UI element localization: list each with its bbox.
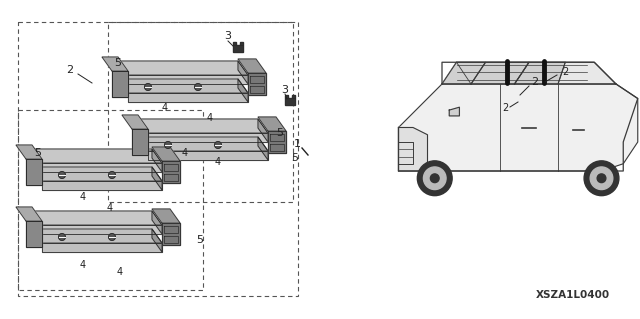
- Polygon shape: [250, 86, 264, 93]
- Polygon shape: [164, 236, 178, 243]
- Polygon shape: [128, 93, 248, 102]
- Circle shape: [164, 142, 172, 149]
- Polygon shape: [42, 243, 162, 252]
- Polygon shape: [42, 225, 162, 234]
- Text: 4: 4: [80, 260, 86, 270]
- Polygon shape: [42, 181, 162, 190]
- Polygon shape: [285, 95, 295, 105]
- Polygon shape: [32, 211, 162, 225]
- Polygon shape: [118, 61, 248, 75]
- Circle shape: [590, 167, 613, 189]
- Polygon shape: [399, 84, 637, 171]
- Bar: [108, 22, 293, 202]
- Polygon shape: [152, 229, 162, 252]
- Polygon shape: [128, 75, 248, 84]
- Polygon shape: [26, 221, 42, 247]
- Text: 4: 4: [182, 148, 188, 158]
- Polygon shape: [258, 117, 286, 131]
- Polygon shape: [102, 57, 128, 71]
- Text: 5: 5: [291, 153, 298, 163]
- Polygon shape: [148, 151, 268, 160]
- Text: 5: 5: [115, 58, 122, 68]
- Polygon shape: [258, 119, 268, 142]
- Circle shape: [417, 161, 452, 196]
- Polygon shape: [138, 137, 268, 151]
- Polygon shape: [132, 129, 148, 155]
- Bar: [18, 22, 298, 296]
- Polygon shape: [152, 147, 180, 161]
- Circle shape: [214, 142, 221, 149]
- Polygon shape: [152, 211, 162, 234]
- Polygon shape: [268, 131, 286, 153]
- Text: 3: 3: [282, 85, 289, 95]
- Circle shape: [424, 167, 446, 189]
- Polygon shape: [238, 79, 248, 102]
- Circle shape: [145, 84, 152, 91]
- Text: 1: 1: [294, 139, 301, 149]
- Polygon shape: [112, 71, 128, 97]
- Text: 5: 5: [196, 235, 204, 245]
- Text: 4: 4: [162, 103, 168, 113]
- Text: 3: 3: [225, 31, 232, 41]
- Text: 4: 4: [207, 113, 213, 123]
- Polygon shape: [442, 62, 486, 84]
- Circle shape: [58, 172, 65, 179]
- Polygon shape: [238, 59, 266, 73]
- Polygon shape: [32, 229, 162, 243]
- Polygon shape: [250, 76, 264, 83]
- Polygon shape: [164, 164, 178, 171]
- Polygon shape: [164, 174, 178, 181]
- Text: XSZA1L0400: XSZA1L0400: [536, 290, 610, 300]
- Polygon shape: [152, 167, 162, 190]
- Text: 4: 4: [107, 203, 113, 213]
- Polygon shape: [233, 42, 243, 52]
- Text: 5: 5: [276, 128, 284, 138]
- Text: 4: 4: [117, 267, 123, 277]
- Polygon shape: [238, 61, 248, 84]
- Text: 4: 4: [80, 192, 86, 202]
- Polygon shape: [42, 163, 162, 172]
- Polygon shape: [138, 119, 268, 133]
- Circle shape: [109, 234, 115, 241]
- Polygon shape: [162, 161, 180, 183]
- Bar: [18, 110, 203, 290]
- Circle shape: [195, 84, 202, 91]
- Polygon shape: [16, 145, 42, 159]
- Circle shape: [109, 172, 115, 179]
- Polygon shape: [399, 128, 428, 171]
- Polygon shape: [32, 149, 162, 163]
- Circle shape: [597, 174, 606, 182]
- Polygon shape: [26, 159, 42, 185]
- Text: 2: 2: [502, 103, 508, 113]
- Polygon shape: [471, 62, 529, 84]
- Text: 4: 4: [215, 157, 221, 167]
- Text: 2: 2: [67, 65, 74, 75]
- Polygon shape: [164, 226, 178, 233]
- Polygon shape: [515, 62, 565, 84]
- Circle shape: [58, 234, 65, 241]
- Polygon shape: [32, 167, 162, 181]
- Polygon shape: [270, 144, 284, 151]
- Polygon shape: [442, 62, 616, 84]
- Text: 2: 2: [531, 77, 539, 87]
- Text: 2: 2: [562, 67, 568, 77]
- Polygon shape: [16, 207, 42, 221]
- Polygon shape: [122, 115, 148, 129]
- Polygon shape: [248, 73, 266, 95]
- Circle shape: [430, 174, 439, 182]
- Circle shape: [584, 161, 619, 196]
- Polygon shape: [152, 149, 162, 172]
- Polygon shape: [449, 107, 460, 116]
- Polygon shape: [118, 79, 248, 93]
- Polygon shape: [162, 223, 180, 245]
- Polygon shape: [258, 137, 268, 160]
- Text: 5: 5: [35, 148, 42, 158]
- Polygon shape: [152, 209, 180, 223]
- Polygon shape: [148, 133, 268, 142]
- Polygon shape: [270, 134, 284, 141]
